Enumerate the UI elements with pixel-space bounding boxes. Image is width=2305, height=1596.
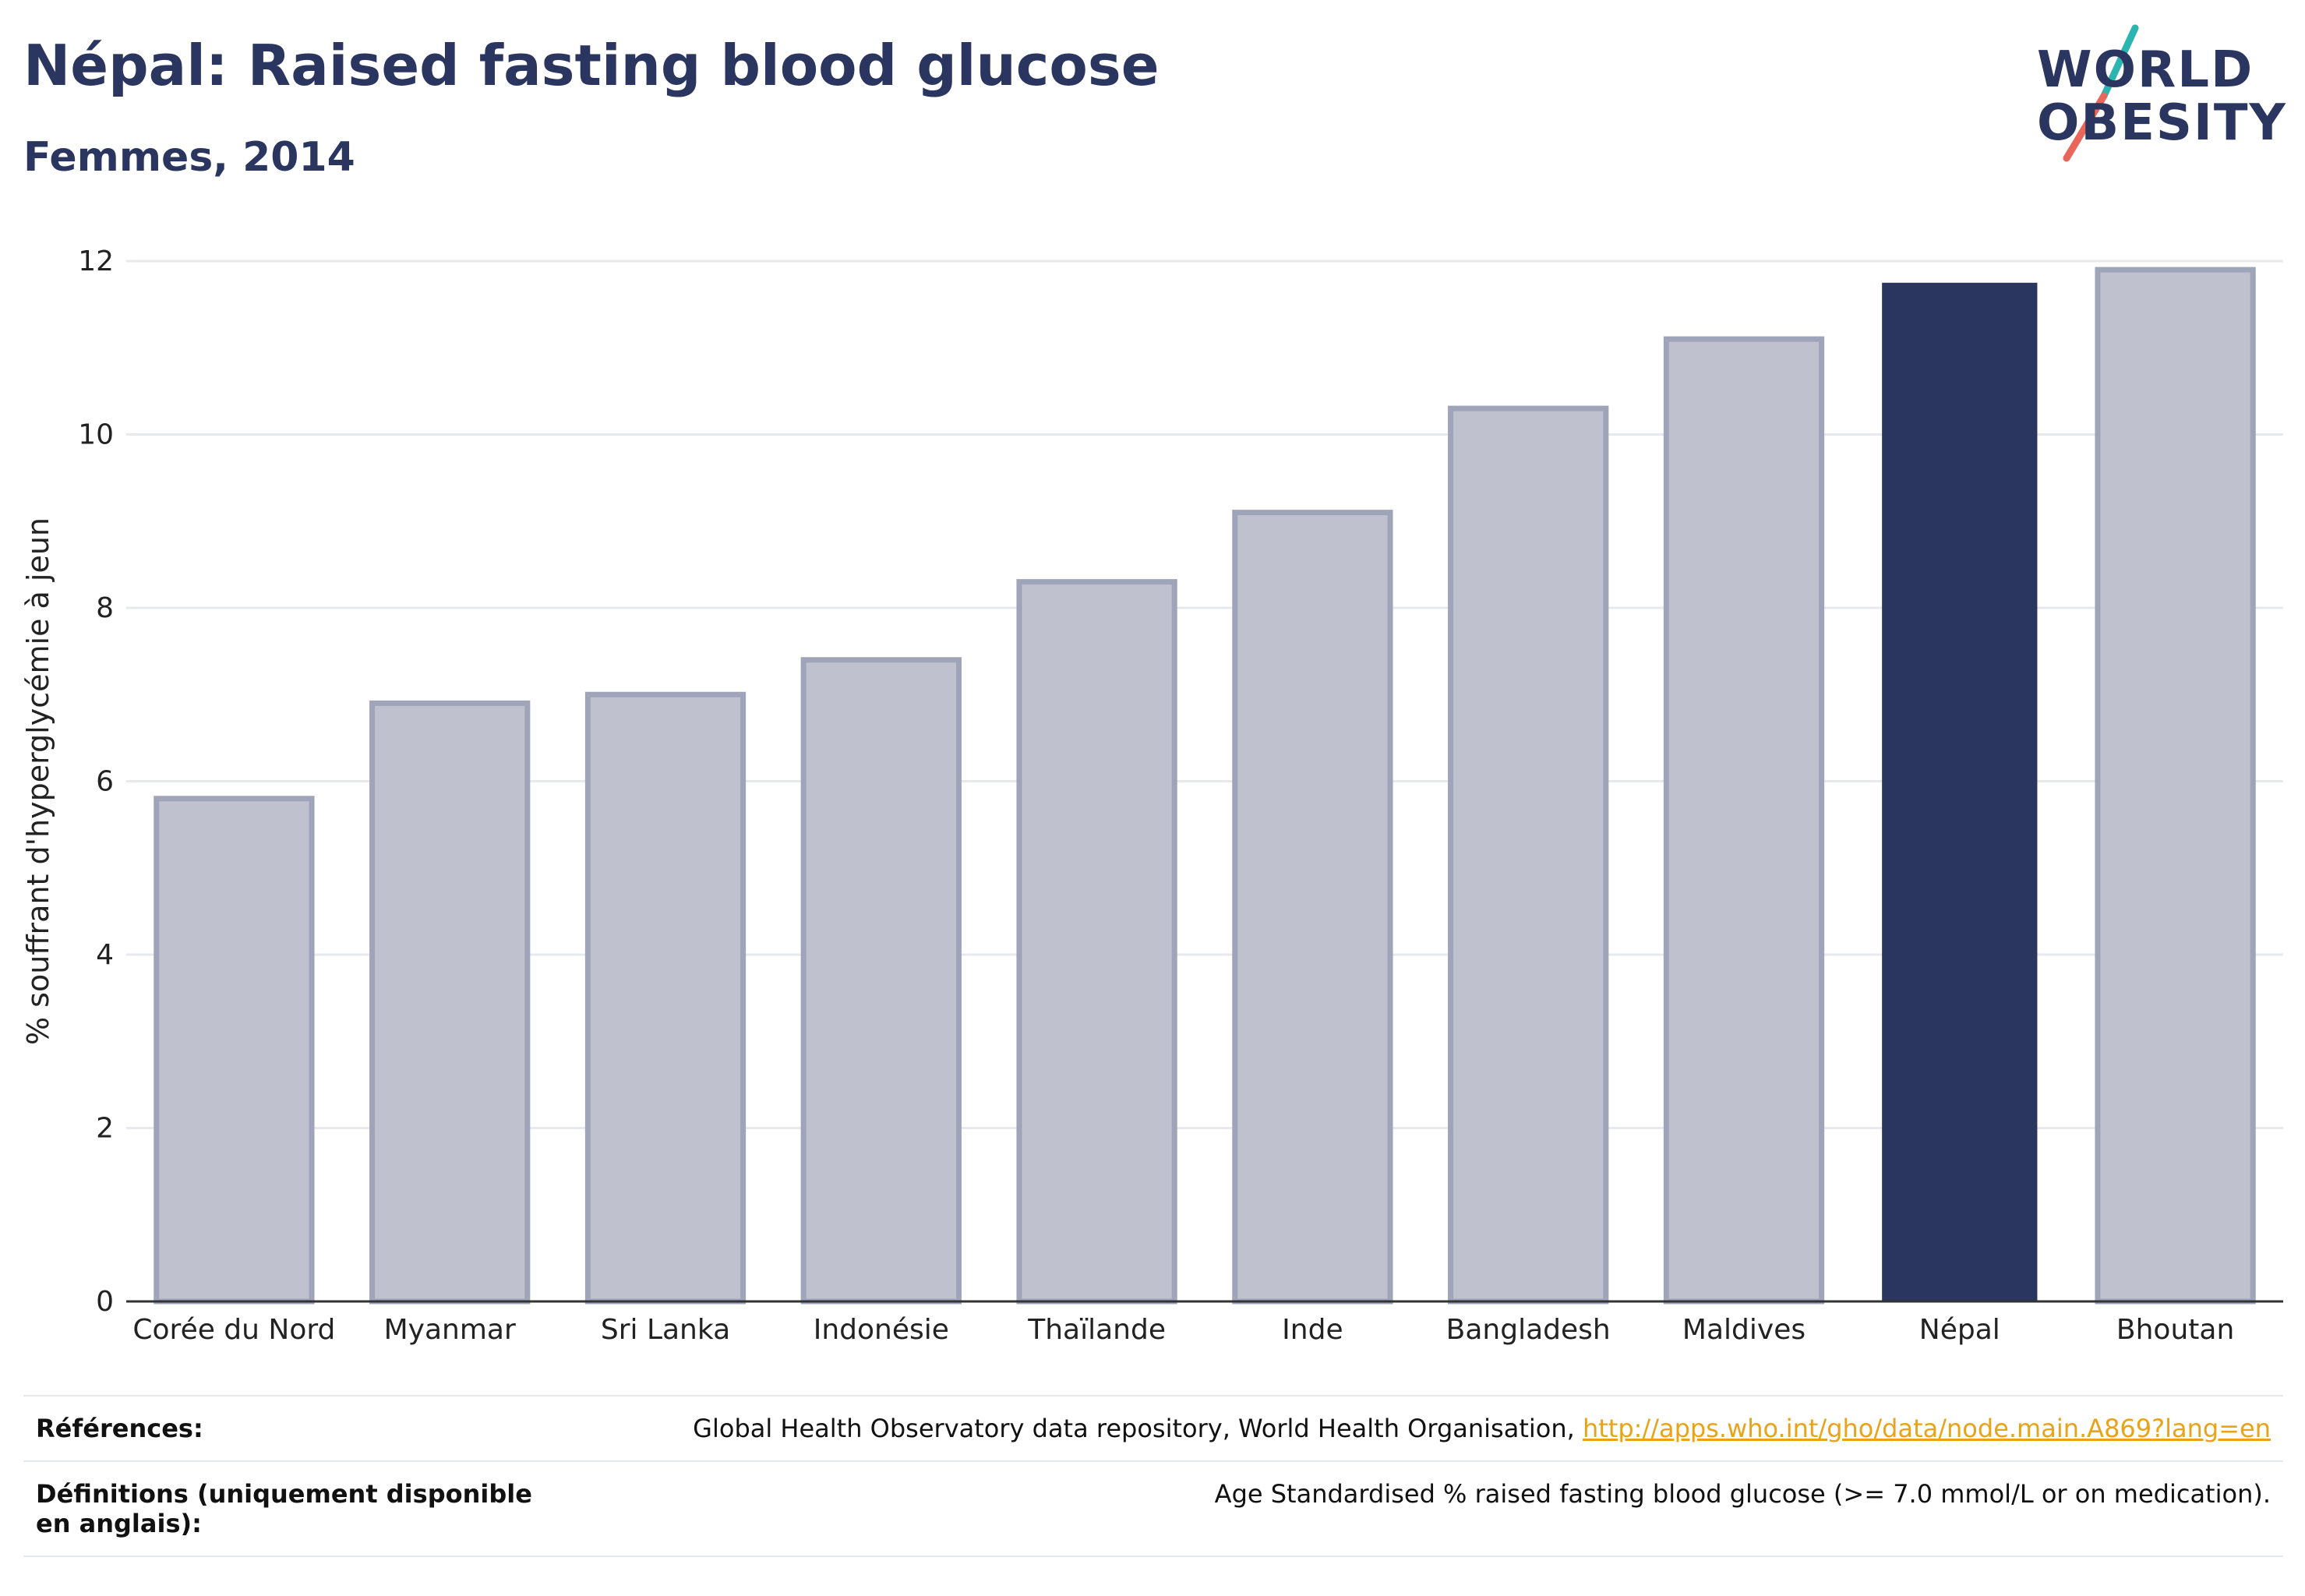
bar-highlight [1882,282,2038,1301]
y-tick-label: 8 [96,592,114,624]
chart-subtitle: Femmes, 2014 [23,134,355,181]
bar [800,657,962,1305]
definitions-row: Définitions (uniquement disponible en an… [23,1460,2283,1557]
bar [1448,405,1609,1305]
logo-slash-icon [2063,24,2139,162]
x-tick-label: Inde [1282,1314,1343,1346]
references-link[interactable]: http://apps.who.int/gho/data/node.main.A… [1582,1414,2271,1443]
x-tick-label: Corée du Nord [132,1314,335,1346]
bar [369,700,531,1305]
bar [1016,579,1177,1305]
bar-chart: 0 2 4 6 8 10 12 Corée du Nord Myanmar Sri Lanka In… [21,245,2283,1346]
bar [2095,267,2256,1305]
y-axis-title: % souffrant d'hyperglycémie à jeun [21,517,55,1045]
logo-text-line2: OBESITY [2037,94,2287,152]
footer-table: Références: Global Health Observatory da… [23,1395,2283,1557]
x-tick-label: Myanmar [384,1314,516,1346]
references-text: Global Health Observatory data repositor… [693,1414,1575,1443]
x-tick-label: Indonésie [814,1314,949,1346]
bar [584,691,747,1305]
x-tick-label: Bangladesh [1446,1314,1611,1346]
references-value: Global Health Observatory data repositor… [693,1414,2271,1443]
chart-title: Népal: Raised fasting blood glucose [23,33,1160,98]
axis-layer: 0 2 4 6 8 10 12 Corée du Nord Myanmar Sri Lanka In… [78,245,2283,1346]
x-tick-label: Sri Lanka [601,1314,730,1346]
x-tick-label: Maldives [1682,1314,1806,1346]
bar [154,796,315,1305]
y-tick-label: 4 [96,939,114,971]
y-tick-label: 6 [96,766,114,798]
world-obesity-logo: WORLD OBESITY [2026,22,2291,170]
y-tick-label: 0 [96,1286,114,1318]
bar [1232,510,1393,1305]
x-tick-label: Népal [1919,1314,2000,1346]
bar [1663,336,1825,1305]
y-tick-label: 12 [78,245,114,277]
references-row: Références: Global Health Observatory da… [23,1395,2283,1460]
y-tick-label: 2 [96,1113,114,1145]
definitions-value: Age Standardised % raised fasting blood … [1214,1479,2271,1509]
references-label: Références: [36,1414,203,1443]
definitions-label: Définitions (uniquement disponible en an… [36,1479,532,1538]
x-tick-label: Thaïlande [1027,1314,1166,1346]
logo-text-line1: WORLD [2037,41,2254,99]
x-tick-label: Bhoutan [2116,1314,2234,1346]
bar-layer [154,267,2256,1305]
y-tick-label: 10 [78,419,114,451]
